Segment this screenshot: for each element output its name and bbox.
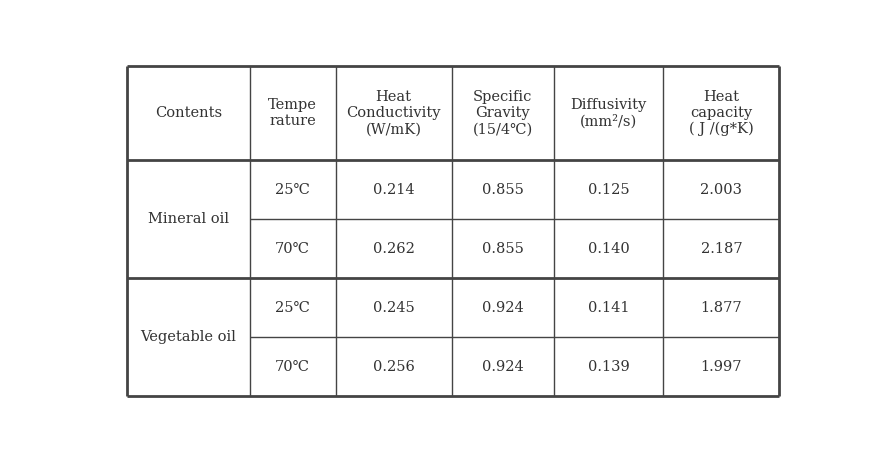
Text: Diffusivity
(mm²/s): Diffusivity (mm²/s) <box>571 98 647 128</box>
Text: Tempe
rature: Tempe rature <box>268 98 317 128</box>
Text: 70℃: 70℃ <box>275 242 310 255</box>
Text: 0.140: 0.140 <box>588 242 630 255</box>
Text: 0.855: 0.855 <box>482 242 524 255</box>
Text: 1.997: 1.997 <box>700 360 742 373</box>
Text: 0.256: 0.256 <box>373 360 415 373</box>
Text: Contents: Contents <box>155 106 222 120</box>
Text: Heat
capacity
( J /(g*K): Heat capacity ( J /(g*K) <box>689 89 754 136</box>
Text: 0.141: 0.141 <box>588 301 630 314</box>
Text: 0.924: 0.924 <box>482 301 523 314</box>
Text: 25℃: 25℃ <box>275 301 310 314</box>
Text: 0.125: 0.125 <box>588 183 630 196</box>
Text: 0.139: 0.139 <box>588 360 630 373</box>
Text: 2.187: 2.187 <box>700 242 742 255</box>
Text: 0.855: 0.855 <box>482 183 524 196</box>
Text: 0.924: 0.924 <box>482 360 523 373</box>
Text: 0.262: 0.262 <box>373 242 415 255</box>
Text: 70℃: 70℃ <box>275 360 310 373</box>
Text: 0.214: 0.214 <box>373 183 414 196</box>
Text: Vegetable oil: Vegetable oil <box>140 330 236 344</box>
Text: Mineral oil: Mineral oil <box>148 212 229 226</box>
Text: 25℃: 25℃ <box>275 183 310 196</box>
Text: 0.245: 0.245 <box>373 301 415 314</box>
Text: Heat
Conductivity
(W/mK): Heat Conductivity (W/mK) <box>346 90 440 136</box>
Text: Specific
Gravity
(15/4℃): Specific Gravity (15/4℃) <box>473 90 533 136</box>
Text: 1.877: 1.877 <box>700 301 742 314</box>
Text: 2.003: 2.003 <box>700 183 743 196</box>
